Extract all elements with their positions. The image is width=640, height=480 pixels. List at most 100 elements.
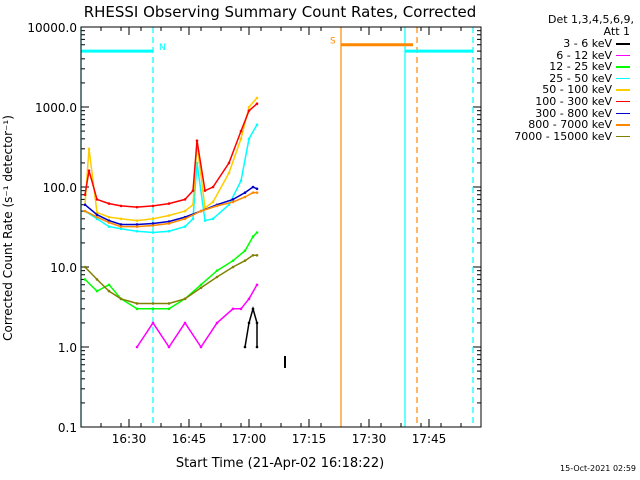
y-axis-label: Corrected Count Rate (s⁻¹ detector⁻¹)	[1, 115, 15, 341]
data-point-25-50-kev	[247, 137, 251, 141]
legend-swatch	[616, 112, 630, 115]
data-point-25-50-kev	[227, 203, 231, 207]
data-point-25-50-kev	[203, 219, 207, 222]
data-point-50-100-kev	[135, 219, 139, 222]
data-point-6-12-kev	[255, 283, 259, 287]
data-point-12-25-kev	[243, 249, 247, 252]
y-tick-label: 0.1	[58, 421, 77, 435]
data-point-50-100-kev	[227, 171, 231, 175]
data-point-800-7000-kev	[151, 224, 155, 227]
data-point-3-6-kev	[243, 345, 247, 349]
data-point-50-100-kev	[95, 211, 99, 214]
data-point-25-50-kev	[107, 225, 111, 228]
legend-entries: 3 - 6 keV 6 - 12 keV 12 - 25 keV 25 - 50 ke…	[484, 38, 634, 142]
data-point-100-300-kev	[247, 109, 251, 112]
x-tick-label: 17:45	[412, 432, 447, 446]
x-tick-label: 16:30	[112, 432, 147, 446]
data-point-12-25-kev	[251, 235, 255, 238]
data-point-25-50-kev	[151, 231, 155, 234]
data-point-6-12-kev	[135, 345, 139, 349]
legend-entry: 6 - 12 keV	[484, 48, 634, 62]
data-point-100-300-kev	[119, 204, 123, 208]
data-point-300-800-kev	[251, 185, 255, 189]
chart-title: RHESSI Observing Summary Count Rates, Co…	[84, 3, 477, 21]
y-tick-label: 1.0	[58, 341, 77, 355]
data-point-12-25-kev	[83, 278, 87, 281]
legend-header-detectors: Det 1,3,4,5,6,9,	[547, 13, 634, 26]
legend-entry: 3 - 6 keV	[484, 38, 634, 50]
x-tick-label: 16:45	[172, 432, 207, 446]
data-point-300-800-kev	[231, 198, 235, 201]
data-point-7000-15000-kev	[243, 259, 247, 262]
data-point-300-800-kev	[95, 213, 99, 217]
legend-header-attenuator: Att 1	[603, 25, 630, 38]
data-point-50-100-kev	[191, 203, 195, 207]
legend-swatch	[616, 54, 630, 57]
series-line-7000-15000-kev	[84, 254, 257, 305]
x-tick-label: 17:00	[232, 432, 267, 446]
legend-label: 7000 - 15000 keV	[514, 129, 612, 143]
y-tick-label: 100.0	[43, 181, 77, 195]
data-point-7000-15000-kev	[107, 289, 111, 293]
data-point-12-25-kev	[215, 269, 219, 272]
legend-label: 25 - 50 keV	[549, 71, 612, 85]
data-point-6-12-kev	[247, 297, 251, 301]
data-point-12-25-kev	[95, 289, 99, 293]
series-line-100-300-kev	[84, 103, 258, 208]
data-point-7000-15000-kev	[151, 302, 155, 305]
legend-label: 12 - 25 keV	[549, 60, 612, 74]
data-point-800-7000-kev	[167, 222, 171, 225]
legend-swatch	[616, 124, 630, 126]
data-point-100-300-kev	[211, 185, 215, 189]
data-point-800-7000-kev	[95, 215, 99, 219]
data-point-25-50-kev	[167, 229, 171, 233]
series-line-6-12-kev	[136, 284, 258, 349]
legend: Det 1,3,4,5,6,9, Att 1 3 - 6 keV 6 - 12 k…	[484, 13, 634, 143]
y-tick-label: 10.0	[50, 261, 77, 275]
data-point-100-300-kev	[239, 129, 243, 133]
data-point-12-25-kev	[135, 307, 139, 311]
data-point-100-300-kev	[95, 198, 99, 201]
legend-entry: 7000 - 15000 keV	[484, 129, 634, 143]
data-point-50-100-kev	[167, 214, 171, 217]
data-point-25-50-kev	[135, 229, 139, 233]
data-point-300-800-kev	[119, 223, 123, 226]
legend-label: 6 - 12 keV	[556, 48, 612, 62]
data-point-800-7000-kev	[135, 225, 139, 228]
data-point-100-300-kev	[195, 139, 199, 142]
data-point-6-12-kev	[183, 321, 187, 325]
data-point-800-7000-kev	[183, 217, 187, 221]
y-tick-label: 10000.0	[27, 21, 77, 35]
data-point-3-6-kev	[247, 321, 251, 325]
data-point-12-25-kev	[167, 307, 171, 311]
data-point-6-12-kev	[151, 321, 155, 325]
data-point-800-7000-kev	[243, 195, 247, 199]
data-point-300-800-kev	[243, 191, 247, 194]
axes-and-ticks: 0.1 1.0 10.0 100.0 1000.0 10000.0 16:30 16:45 17…	[27, 21, 482, 446]
data-point-12-25-kev	[107, 283, 111, 287]
data-point-100-300-kev	[107, 202, 111, 205]
legend-entry: 800 - 7000 keV	[484, 119, 634, 131]
data-point-300-800-kev	[83, 203, 87, 207]
data-point-300-800-kev	[167, 220, 171, 223]
data-point-50-100-kev	[107, 215, 111, 219]
data-point-300-800-kev	[135, 223, 139, 226]
data-point-7000-15000-kev	[215, 275, 219, 279]
series-line-25-50-kev	[84, 124, 258, 234]
data-point-7000-15000-kev	[95, 278, 99, 281]
data-point-800-7000-kev	[199, 209, 203, 213]
data-point-50-100-kev	[119, 217, 123, 221]
data-point-12-25-kev	[255, 231, 259, 234]
plot-frame	[80, 26, 482, 428]
legend-swatch	[616, 135, 630, 138]
data-point-100-300-kev	[255, 102, 259, 105]
data-point-300-800-kev	[107, 219, 111, 222]
legend-label: 800 - 7000 keV	[528, 118, 612, 132]
data-point-100-300-kev	[167, 202, 171, 205]
data-point-6-12-kev	[167, 345, 171, 349]
data-point-12-25-kev	[151, 307, 155, 311]
data-point-12-25-kev	[231, 259, 235, 262]
series-line-800-7000-kev	[84, 191, 257, 228]
flag-label: N	[159, 43, 166, 53]
